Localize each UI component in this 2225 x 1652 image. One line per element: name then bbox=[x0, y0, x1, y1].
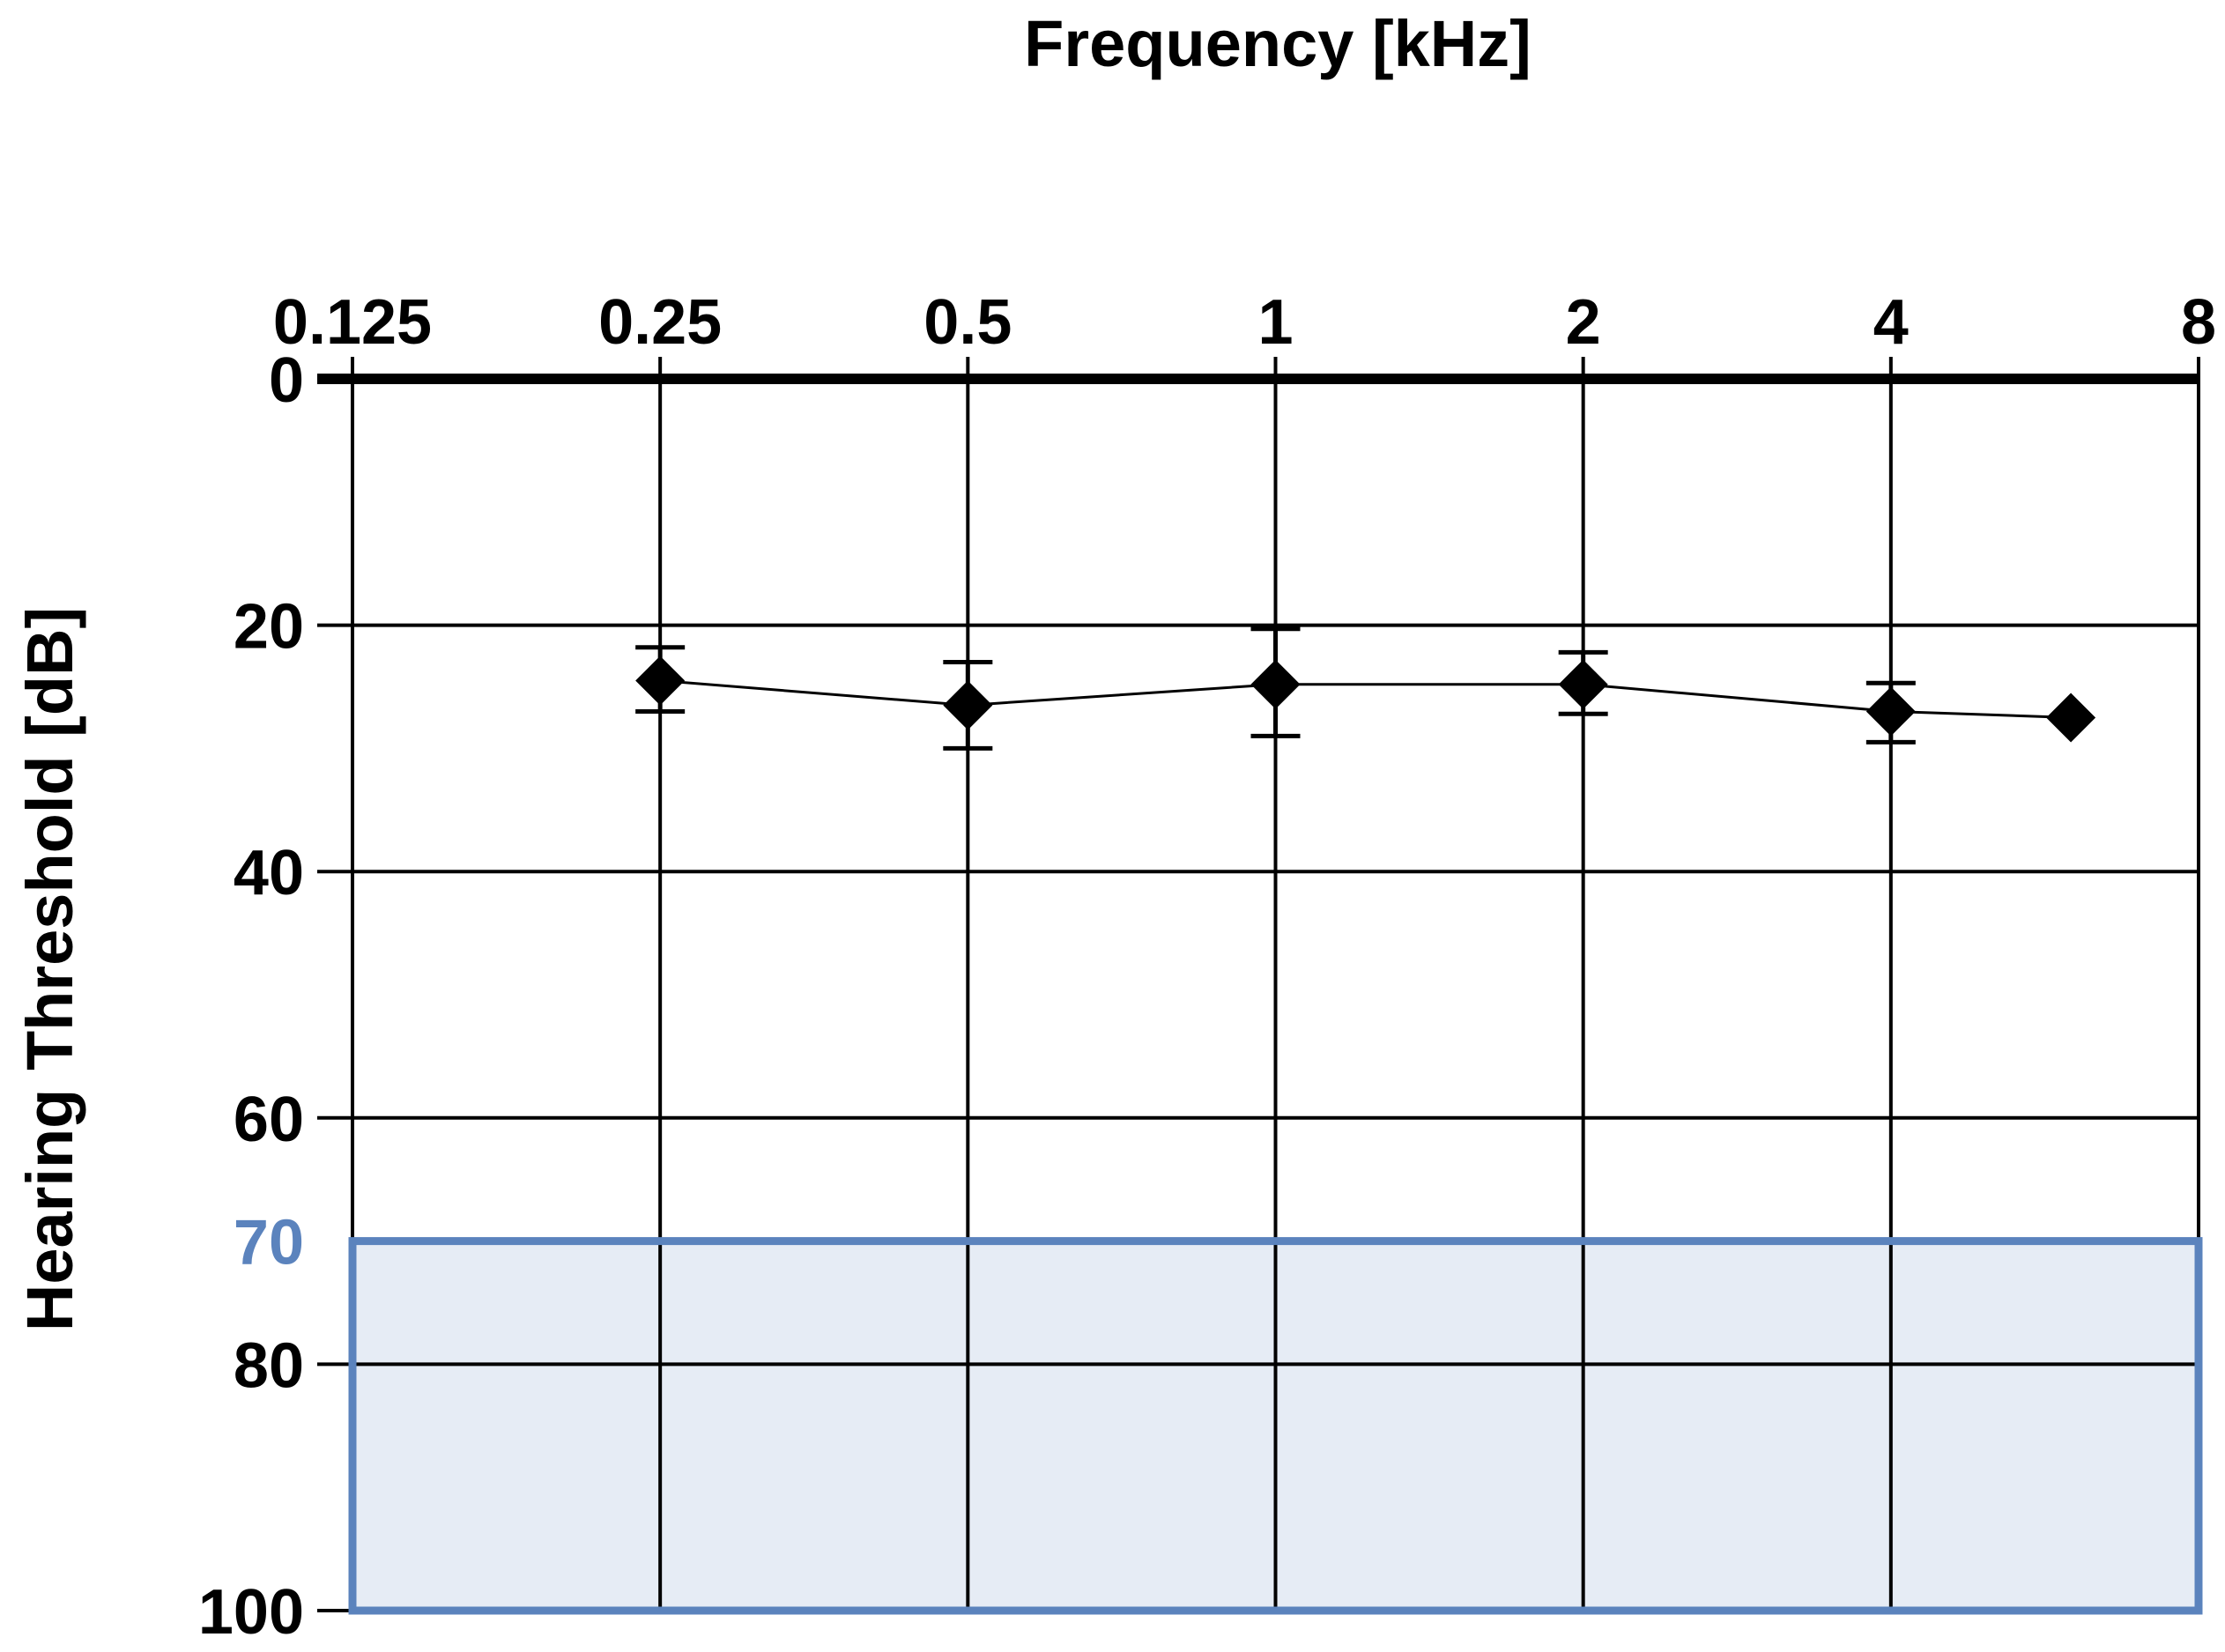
y-axis-label: Hearing Threshold [dB] bbox=[13, 607, 86, 1331]
y-tick-label: 60 bbox=[234, 1085, 304, 1155]
x-tick-label: 4 bbox=[1873, 287, 1909, 358]
x-tick-label: 1 bbox=[1257, 287, 1293, 358]
x-tick-label: 0.5 bbox=[923, 287, 1012, 358]
data-point-diamond bbox=[1250, 659, 1301, 709]
y-tick-label: 20 bbox=[234, 592, 304, 663]
tick-label-layer: 0 20 40 60 80 100 0.125 0.25 0.5 1 2 4 8 70 bbox=[198, 287, 2216, 1648]
y-tick-label: 40 bbox=[234, 838, 304, 908]
x-tick-label: 0.25 bbox=[598, 287, 722, 358]
chart-title: Frequency [kHz] bbox=[1024, 7, 1532, 80]
y-tick-label: 80 bbox=[234, 1330, 304, 1401]
data-point-diamond bbox=[1865, 686, 1916, 737]
x-tick-label: 8 bbox=[2181, 287, 2216, 358]
y-tick-label: 100 bbox=[198, 1577, 304, 1648]
data-point-diamond bbox=[1558, 659, 1608, 709]
data-point-diamond bbox=[2046, 693, 2096, 743]
y-tick-label: 0 bbox=[269, 345, 304, 416]
x-tick-label: 2 bbox=[1566, 287, 1601, 358]
series-line bbox=[660, 679, 2072, 719]
highlight-band-outline bbox=[348, 1237, 2203, 1615]
grid-layer bbox=[317, 357, 2200, 1612]
data-point-diamond bbox=[943, 680, 993, 730]
series-layer bbox=[635, 626, 2096, 751]
data-point-diamond bbox=[635, 656, 686, 706]
x-tick-label: 0.125 bbox=[273, 287, 432, 358]
highlight-band-label: 70 bbox=[234, 1208, 304, 1278]
